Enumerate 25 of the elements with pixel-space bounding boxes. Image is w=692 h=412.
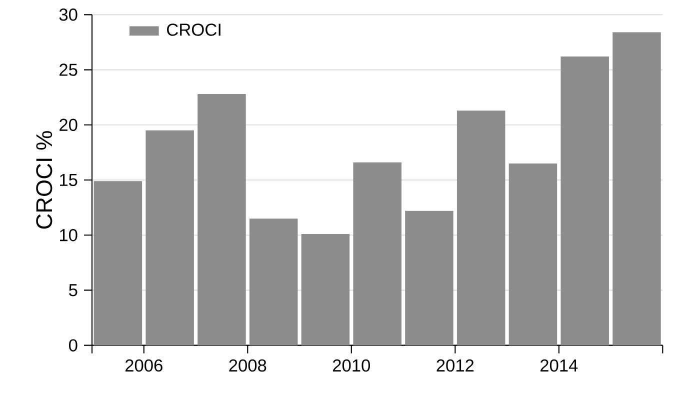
bar (405, 210, 454, 346)
y-tick-label: 5 (69, 284, 78, 296)
x-tick-label: 2006 (125, 359, 162, 372)
bar (94, 181, 142, 346)
y-tick-label: 10 (60, 228, 78, 242)
bar (353, 162, 402, 346)
y-tick-label: 20 (60, 118, 78, 132)
bar (301, 234, 350, 346)
x-tick-label: 2010 (332, 359, 370, 372)
bar (612, 32, 661, 346)
y-tick-label: 0 (68, 339, 78, 352)
y-axis-title: CROCI % (36, 131, 52, 229)
bar (456, 110, 506, 346)
x-tick-label: 2014 (540, 359, 578, 372)
bar (249, 218, 298, 346)
y-tick-label: 25 (60, 64, 78, 76)
bar (508, 163, 558, 346)
legend-label: CROCI (167, 24, 220, 36)
x-tick-label: 2008 (229, 359, 266, 372)
bar (560, 56, 609, 346)
y-tick-label: 30 (59, 8, 78, 21)
x-tick-label: 2012 (436, 359, 474, 372)
bar (146, 130, 194, 346)
bar (198, 94, 246, 346)
y-tick-label: 15 (60, 174, 78, 186)
